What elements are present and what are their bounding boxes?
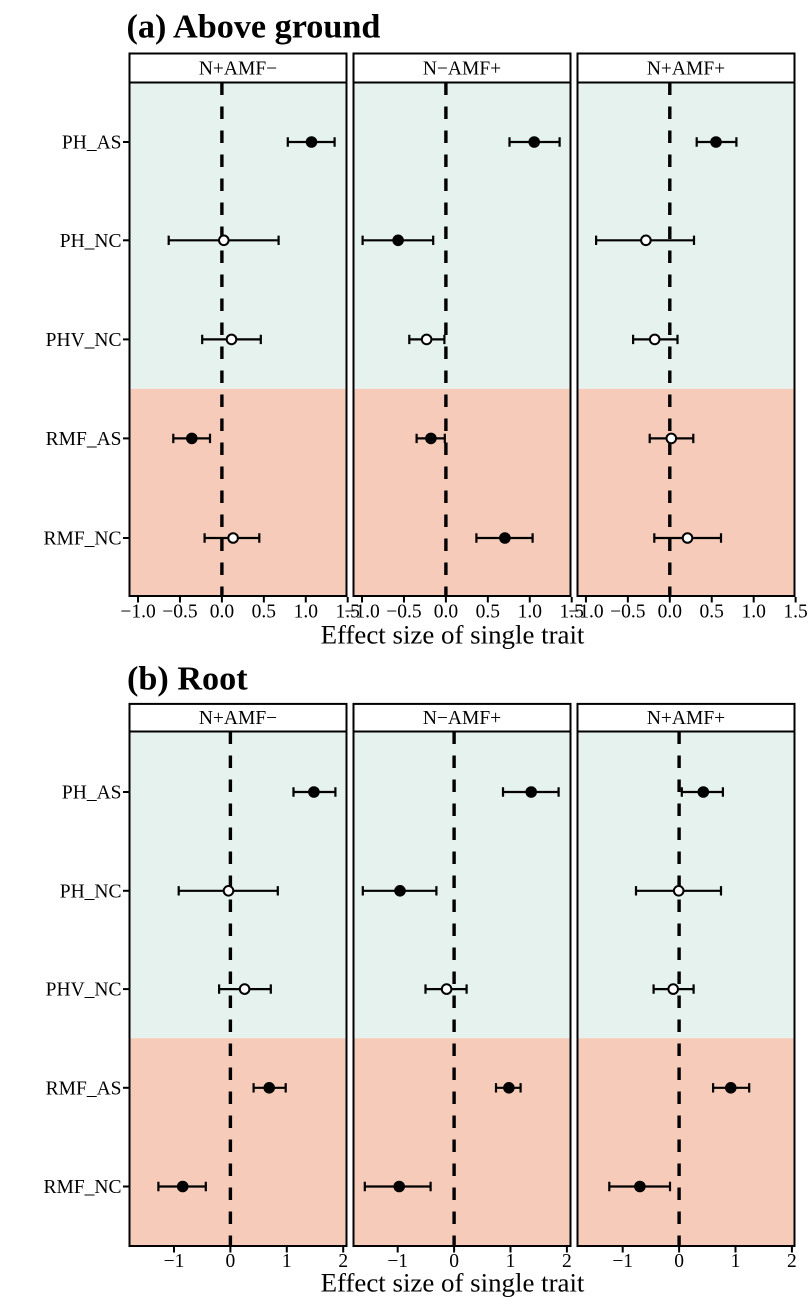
svg-text:1.0: 1.0: [294, 601, 318, 622]
svg-text:−0.5: −0.5: [162, 601, 197, 622]
svg-text:0.0: 0.0: [658, 601, 682, 622]
svg-text:RMF_NC: RMF_NC: [43, 529, 121, 550]
svg-text:N+AMF−: N+AMF−: [199, 708, 277, 729]
svg-text:Effect size of single trait: Effect size of single trait: [321, 620, 585, 650]
svg-text:1: 1: [282, 1251, 292, 1272]
svg-text:0.5: 0.5: [700, 601, 724, 622]
svg-text:−1: −1: [612, 1251, 633, 1272]
svg-text:0.5: 0.5: [252, 601, 276, 622]
svg-text:−1.0: −1.0: [120, 601, 155, 622]
svg-text:N+AMF−: N+AMF−: [199, 59, 277, 80]
svg-text:−1: −1: [164, 1251, 185, 1272]
svg-text:N−AMF+: N−AMF+: [423, 708, 501, 729]
svg-text:PHV_NC: PHV_NC: [46, 980, 122, 1001]
svg-text:(a) Above ground: (a) Above ground: [127, 9, 381, 46]
svg-text:1.0: 1.0: [518, 601, 542, 622]
svg-text:N+AMF+: N+AMF+: [647, 708, 725, 729]
svg-text:−1: −1: [387, 1251, 408, 1272]
svg-text:PHV_NC: PHV_NC: [46, 330, 122, 351]
svg-text:1.0: 1.0: [741, 601, 765, 622]
svg-text:−0.5: −0.5: [610, 601, 645, 622]
svg-text:1.5: 1.5: [783, 601, 807, 622]
svg-text:0.5: 0.5: [476, 601, 500, 622]
svg-text:1: 1: [506, 1251, 516, 1272]
svg-text:−0.5: −0.5: [386, 601, 421, 622]
svg-text:2: 2: [787, 1251, 797, 1272]
svg-text:RMF_AS: RMF_AS: [46, 429, 122, 450]
svg-text:2: 2: [338, 1251, 348, 1272]
svg-text:0.0: 0.0: [434, 601, 458, 622]
svg-text:RMF_NC: RMF_NC: [43, 1177, 121, 1198]
svg-text:PH_NC: PH_NC: [60, 231, 122, 252]
svg-text:0: 0: [449, 1251, 459, 1272]
svg-text:0.0: 0.0: [210, 601, 234, 622]
svg-text:−1.0: −1.0: [568, 601, 603, 622]
svg-text:N−AMF+: N−AMF+: [423, 59, 501, 80]
svg-text:2: 2: [562, 1251, 572, 1272]
svg-text:−1.0: −1.0: [344, 601, 379, 622]
svg-text:1: 1: [731, 1251, 741, 1272]
svg-text:0: 0: [674, 1251, 684, 1272]
svg-text:Effect size of single trait: Effect size of single trait: [321, 1267, 585, 1297]
svg-text:0: 0: [226, 1251, 236, 1272]
svg-text:1.5: 1.5: [336, 601, 360, 622]
svg-text:N+AMF+: N+AMF+: [647, 59, 725, 80]
svg-text:1.5: 1.5: [560, 601, 584, 622]
svg-text:(b) Root: (b) Root: [127, 661, 248, 698]
svg-text:PH_NC: PH_NC: [60, 881, 122, 902]
svg-text:PH_AS: PH_AS: [62, 783, 122, 804]
svg-text:RMF_AS: RMF_AS: [46, 1078, 122, 1099]
svg-text:PH_AS: PH_AS: [62, 133, 122, 154]
